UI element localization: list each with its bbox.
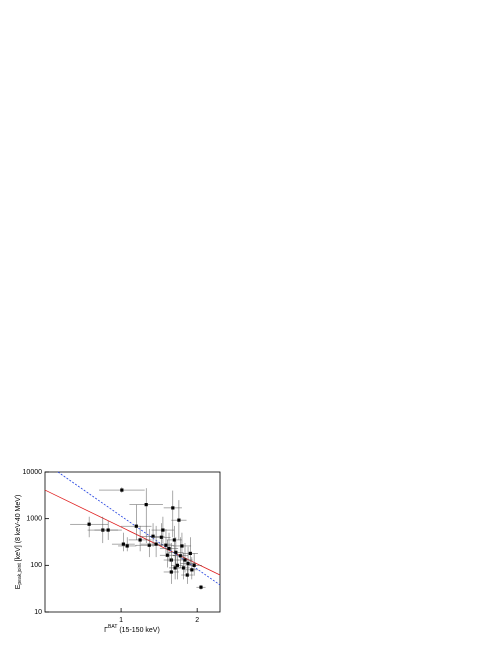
x-axis-label: ΓBAT (15-150 keV)	[104, 624, 160, 634]
y-tick-label: 1000	[26, 516, 42, 523]
point	[172, 538, 176, 542]
point	[178, 554, 183, 558]
point	[106, 528, 110, 532]
x-label-main: Γ	[104, 627, 108, 634]
point	[174, 550, 178, 554]
point	[87, 522, 91, 526]
y-label-main: E	[15, 584, 22, 589]
y-tick-label: 10000	[23, 469, 43, 476]
plot-frame	[44, 471, 221, 613]
point	[159, 535, 164, 539]
point	[138, 538, 142, 542]
point	[183, 558, 187, 562]
point	[144, 503, 148, 507]
y-tick-label: 100	[30, 562, 42, 569]
point	[120, 488, 124, 492]
point	[165, 553, 170, 557]
point	[161, 528, 165, 532]
point	[192, 563, 196, 567]
point	[164, 543, 168, 547]
point	[180, 544, 184, 548]
point	[177, 518, 181, 522]
fit-line	[57, 471, 221, 586]
y-label-rest: [keV] (8 keV-40 MeV)	[15, 495, 22, 563]
point	[186, 561, 190, 566]
fit-line	[44, 489, 221, 576]
x-tick-label: 2	[195, 617, 199, 624]
y-tick-label: 10	[34, 609, 42, 616]
point	[121, 542, 125, 546]
point	[147, 543, 151, 547]
point	[151, 534, 155, 538]
point	[175, 563, 179, 567]
y-label-sub: peak,joint	[17, 563, 23, 585]
x-label-rest: (15-150 keV)	[117, 627, 159, 634]
x-label-sup: BAT	[108, 624, 117, 630]
point	[167, 546, 171, 551]
point	[185, 573, 189, 577]
point	[199, 585, 203, 589]
y-axis-label: Epeak,joint [keV] (8 keV-40 MeV)	[15, 495, 23, 590]
point	[169, 570, 173, 574]
point	[181, 566, 186, 570]
x-tick-label: 1	[119, 617, 123, 624]
point	[154, 542, 158, 546]
point	[173, 566, 177, 570]
point	[125, 544, 129, 548]
point	[188, 551, 192, 556]
point	[134, 524, 138, 528]
point	[190, 568, 194, 572]
point	[171, 506, 175, 510]
